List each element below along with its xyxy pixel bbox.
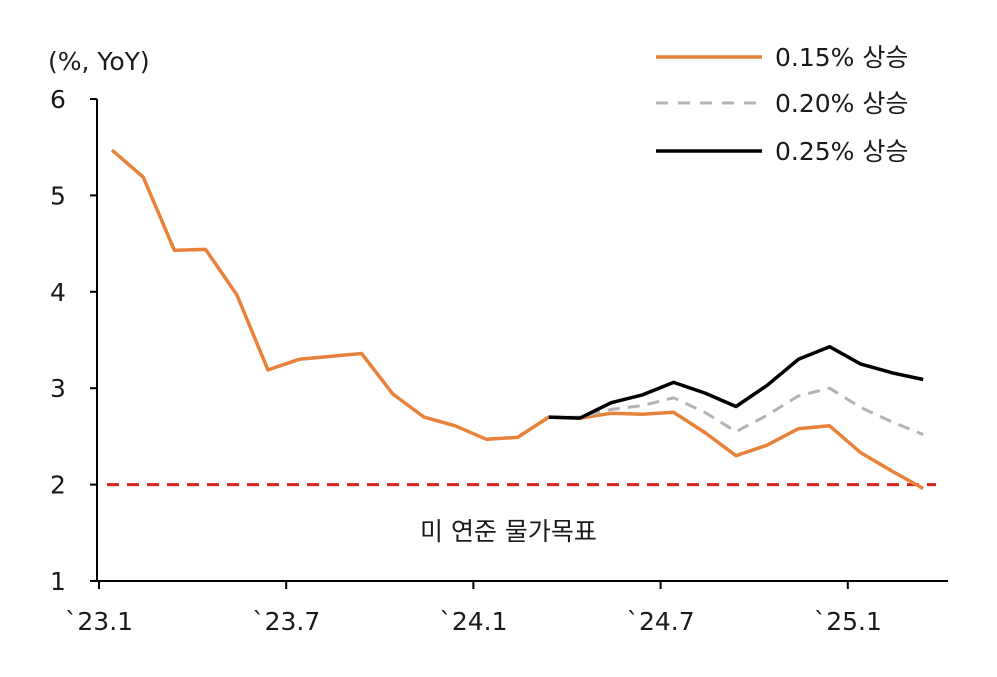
legend-label-2: 0.25% 상승 (775, 137, 908, 166)
series-line-0 (110, 148, 925, 491)
y-tick-label: 5 (50, 181, 66, 210)
series-line-1 (548, 386, 924, 436)
y-unit-label: (%, YoY) (48, 47, 150, 76)
x-tick-label: `23.1 (65, 607, 133, 636)
y-tick-label: 4 (50, 278, 66, 307)
y-axis: 1 2 3 4 5 6 (50, 85, 98, 596)
legend-label-1: 0.20% 상승 (775, 89, 908, 118)
y-tick-label: 2 (50, 471, 66, 500)
series-lines (110, 148, 925, 491)
reference-line-label: 미 연준 물가목표 (420, 517, 597, 546)
y-tick-label: 3 (50, 374, 66, 403)
y-tick-label: 1 (50, 567, 66, 596)
x-tick-label: `24.7 (627, 607, 695, 636)
y-tick-label: 6 (50, 85, 66, 114)
legend-label-0: 0.15% 상승 (775, 43, 908, 72)
x-tick-label: `25.1 (814, 607, 882, 636)
series-line-2 (548, 344, 924, 420)
x-axis: `23.1 `23.7 `24.1 `24.7 `25.1 (65, 580, 948, 636)
x-tick-label: `24.1 (439, 607, 507, 636)
x-tick-label: `23.7 (252, 607, 320, 636)
legend: 0.15% 상승 0.20% 상승 0.25% 상승 (656, 43, 908, 166)
